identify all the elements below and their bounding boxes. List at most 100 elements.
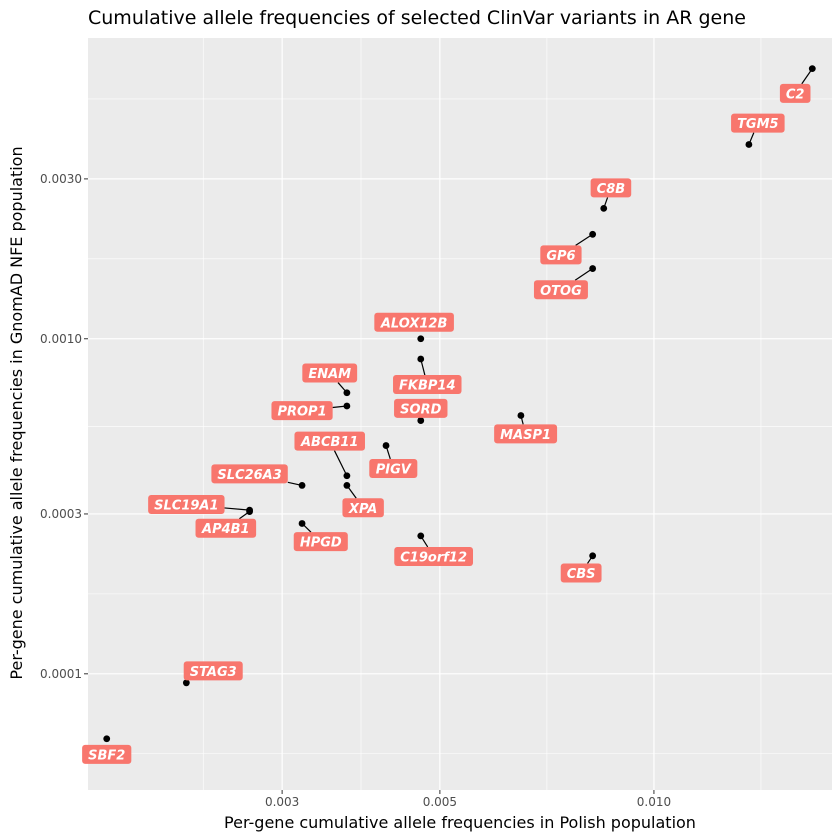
gene-label-enam: ENAM: [302, 363, 358, 383]
y-tick-label: 0.0003: [40, 507, 82, 521]
point-c2: [808, 65, 816, 73]
point-c19orf12: [417, 532, 425, 540]
label-box: [560, 563, 602, 583]
label-text: SLC26A3: [217, 468, 281, 483]
label-text: PROP1: [277, 405, 326, 420]
label-text: SLC19A1: [154, 499, 218, 514]
label-box: [183, 661, 243, 681]
label-text: CBS: [567, 567, 596, 582]
point-abcb11: [343, 472, 351, 480]
label-text: MASP1: [500, 428, 551, 443]
gene-label-cbs: CBS: [560, 563, 602, 583]
gene-label-ap4b1: AP4B1: [195, 518, 257, 538]
point-fkbp14: [417, 355, 425, 363]
label-text: C8B: [597, 182, 626, 197]
point-slc26a3: [298, 482, 306, 489]
connector-abcb11: [333, 450, 348, 477]
y-tick-label: 0.0001: [40, 667, 82, 681]
axis-ticks: 0.003 0.005 0.010 0.0001 0.0003 0.0010 0.0030: [40, 172, 671, 809]
gene-label-fkbp14: FKBP14: [393, 375, 462, 395]
y-tick-label: 0.0030: [40, 172, 82, 186]
point-tgm5: [745, 141, 753, 148]
gene-label-prop1: PROP1: [271, 401, 333, 421]
gene-labels: C2 TGM5 C8B GP6 OTOG ALOX12B FKBP14 ENAM PROP1 SO…: [82, 83, 811, 764]
point-gp6: [589, 230, 597, 238]
point-stag3: [182, 679, 190, 687]
label-text: SORD: [400, 402, 441, 417]
label-text: HPGD: [300, 536, 342, 551]
label-box: [82, 744, 132, 764]
data-points: [103, 65, 816, 743]
point-masp1: [517, 412, 525, 419]
point-prop1: [343, 402, 351, 410]
gene-label-xpa: XPA: [342, 498, 384, 518]
gene-label-otog: OTOG: [533, 280, 588, 300]
chart-title: Cumulative allele frequencies of selecte…: [88, 7, 746, 29]
label-box: [533, 280, 588, 300]
label-box: [271, 401, 333, 421]
point-ap4b1: [246, 508, 253, 515]
gene-label-tgm5: TGM5: [731, 113, 785, 133]
label-box: [731, 113, 785, 133]
label-text: C19orf12: [400, 550, 467, 565]
label-box: [195, 518, 257, 538]
label-box: [369, 458, 418, 478]
point-xpa: [343, 482, 351, 489]
gene-label-masp1: MASP1: [494, 424, 558, 444]
gene-label-sbf2: SBF2: [82, 744, 132, 764]
y-axis-title: Per-gene cumulative allele frequencies i…: [7, 146, 26, 679]
x-tick-label: 0.010: [637, 795, 671, 809]
gene-label-slc26a3: SLC26A3: [211, 464, 288, 484]
label-text: XPA: [348, 502, 377, 517]
label-box: [342, 498, 384, 518]
label-box: [540, 245, 582, 265]
gene-label-pigv: PIGV: [369, 458, 418, 478]
label-box: [294, 431, 365, 451]
point-c8b: [600, 204, 608, 212]
gene-label-alox12b: ALOX12B: [374, 312, 454, 332]
label-text: OTOG: [540, 284, 582, 299]
point-sbf2: [103, 735, 111, 743]
connector-slc19a1: [224, 507, 250, 511]
label-text: TGM5: [737, 117, 779, 132]
point-alox12b: [417, 335, 425, 343]
label-box: [393, 375, 462, 395]
label-box: [494, 424, 558, 444]
connector-otog: [574, 268, 593, 281]
label-box: [394, 398, 448, 418]
label-box: [293, 532, 348, 552]
label-box: [302, 363, 358, 383]
x-tick-label: 0.005: [423, 795, 457, 809]
label-text: PIGV: [376, 462, 412, 477]
gene-label-sord: SORD: [394, 398, 448, 418]
label-box: [148, 495, 225, 515]
point-cbs: [589, 552, 597, 560]
label-box: [374, 312, 454, 332]
label-text: FKBP14: [399, 379, 455, 394]
label-text: GP6: [546, 249, 575, 264]
label-text: ALOX12B: [380, 316, 448, 331]
label-box: [394, 546, 474, 566]
label-text: AP4B1: [201, 522, 250, 537]
gene-label-hpgd: HPGD: [293, 532, 348, 552]
y-tick-label: 0.0010: [40, 332, 82, 346]
label-text: STAG3: [190, 665, 237, 680]
label-text: ENAM: [308, 367, 351, 382]
point-sord: [417, 417, 425, 424]
label-box: [590, 178, 632, 198]
point-enam: [343, 389, 351, 397]
x-axis-title: Per-gene cumulative allele frequencies i…: [224, 813, 696, 832]
gene-label-c2: C2: [779, 83, 811, 103]
gene-label-stag3: STAG3: [183, 661, 243, 681]
gene-label-c8b: C8B: [590, 178, 632, 198]
point-pigv: [382, 442, 390, 449]
label-box: [211, 464, 288, 484]
gene-label-abcb11: ABCB11: [294, 431, 365, 451]
label-text: ABCB11: [300, 435, 359, 450]
point-otog: [589, 265, 597, 272]
label-text: SBF2: [88, 748, 125, 763]
point-hpgd: [298, 520, 306, 527]
gene-label-c19orf12: C19orf12: [394, 546, 474, 566]
gene-label-gp6: GP6: [540, 245, 582, 265]
